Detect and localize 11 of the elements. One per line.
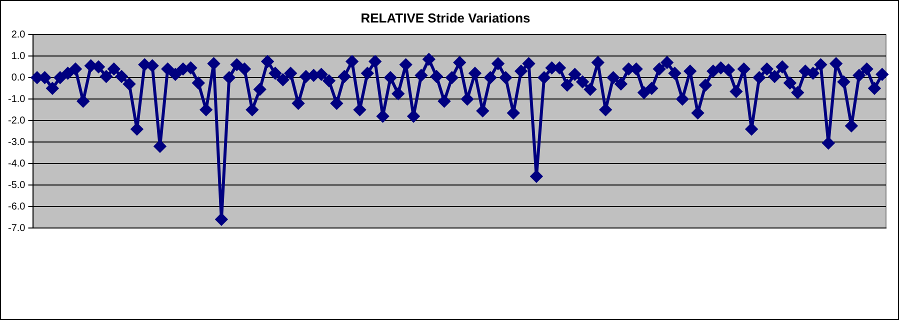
chart-title: RELATIVE Stride Variations (360, 10, 530, 26)
y-tick-label: -4.0 (8, 158, 26, 170)
y-tick-label: -7.0 (8, 222, 26, 234)
y-tick-label: -5.0 (8, 180, 26, 191)
y-tick-label: 1.0 (11, 50, 26, 62)
y-tick-label: 0.0 (11, 72, 26, 84)
y-tick-label: -1.0 (8, 94, 26, 105)
y-tick-label: -2.0 (8, 115, 26, 126)
y-tick-label: 2.0 (11, 29, 26, 40)
y-tick-label: -6.0 (8, 201, 26, 212)
y-tick-label: -3.0 (8, 136, 26, 148)
